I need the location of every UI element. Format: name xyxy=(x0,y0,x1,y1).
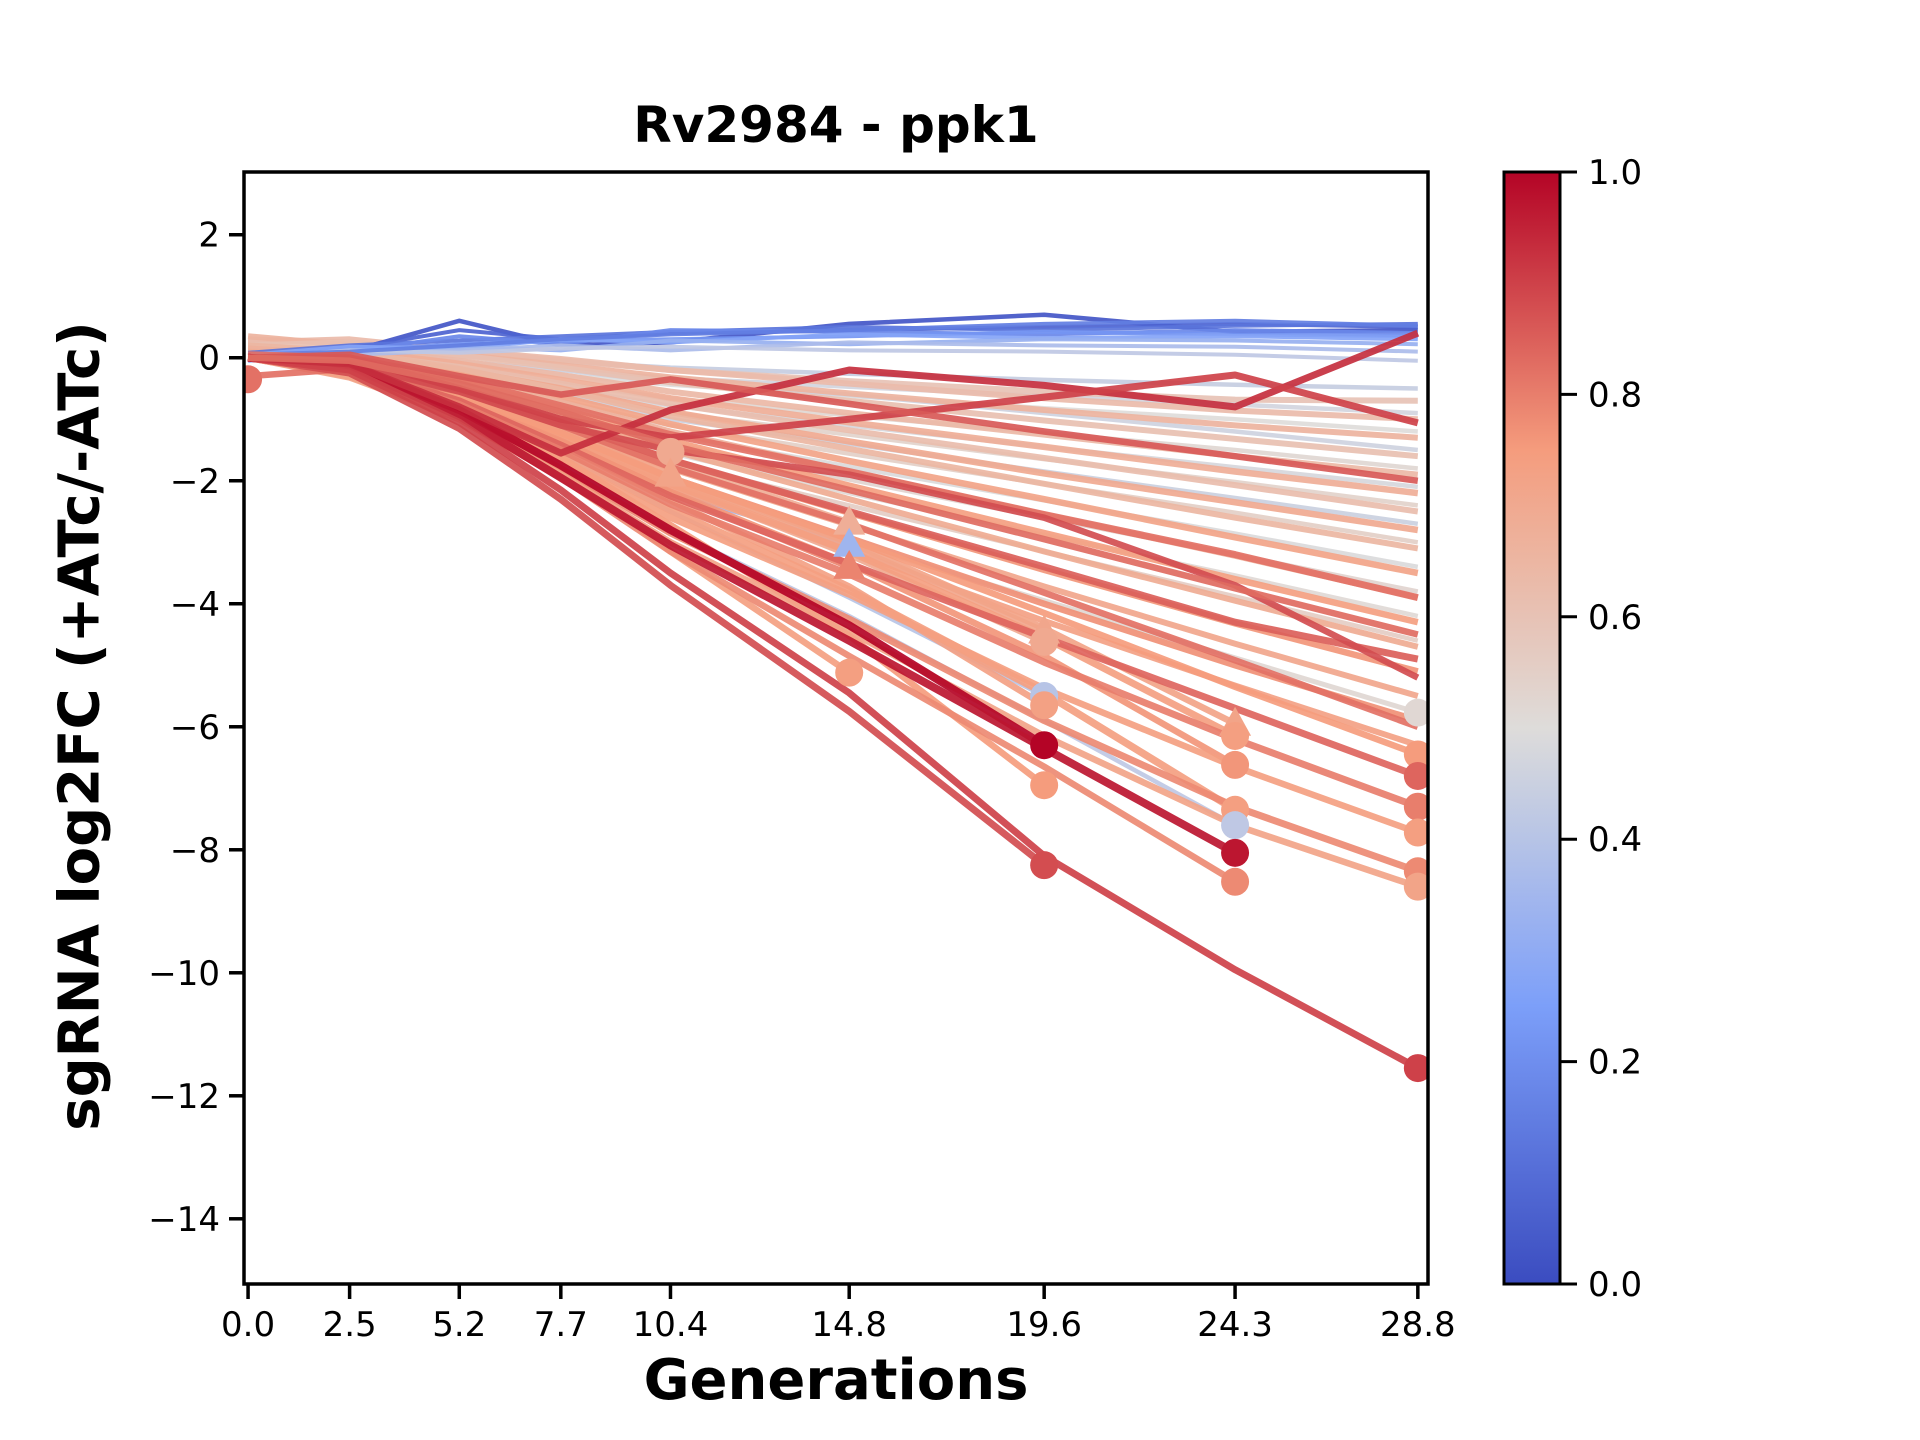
dropout-marker-circle xyxy=(1403,792,1428,821)
sgRNA-line xyxy=(247,354,1420,1072)
colorbar-tick-label: 0.0 xyxy=(1588,1265,1642,1305)
y-tick-label: −10 xyxy=(148,954,220,994)
dropout-marker-circle xyxy=(1221,838,1250,867)
x-axis-label: Generations xyxy=(643,1348,1029,1413)
x-tick-label: 2.5 xyxy=(323,1305,377,1345)
y-tick-label: 2 xyxy=(198,216,220,256)
dropout-marker-circle xyxy=(1221,867,1250,896)
dropout-marker-circle xyxy=(1403,1054,1428,1083)
colorbar: 0.0 0.2 0.4 0.6 0.8 1.0 xyxy=(1502,153,1642,1305)
sgRNA-line xyxy=(248,318,1418,357)
x-tick-label: 24.3 xyxy=(1197,1305,1273,1345)
chart-title: Rv2984 - ppk1 xyxy=(633,96,1039,154)
colorbar-tick-label: 0.6 xyxy=(1588,598,1642,638)
dropout-marker-circle xyxy=(1221,811,1250,840)
dropout-marker-circle xyxy=(1030,851,1059,880)
x-tick-label: 19.6 xyxy=(1006,1305,1082,1345)
dropout-marker-circle xyxy=(1030,771,1059,800)
dropout-marker-circle xyxy=(656,437,685,466)
x-tick-label: 5.2 xyxy=(432,1305,486,1345)
dropout-marker-circle xyxy=(835,658,864,687)
y-tick-label: −8 xyxy=(170,831,220,871)
y-tick-label: 0 xyxy=(198,339,220,379)
dropout-marker-circle xyxy=(244,365,263,394)
dropout-markers xyxy=(244,365,1428,1083)
series-lines xyxy=(247,312,1420,1072)
x-tick-label: 28.8 xyxy=(1380,1305,1456,1345)
dropout-marker-triangle xyxy=(833,527,866,557)
dropout-marker-triangle xyxy=(654,457,687,487)
x-tick-label: 14.8 xyxy=(811,1305,887,1345)
x-tick-label: 0.0 xyxy=(221,1305,275,1345)
colorbar-tick-label: 0.2 xyxy=(1588,1043,1642,1083)
dropout-marker-circle xyxy=(1403,872,1428,901)
dropout-marker-circle xyxy=(1403,740,1428,769)
y-tick-label: −12 xyxy=(148,1077,220,1117)
y-tick-label: −14 xyxy=(148,1200,220,1240)
axes-frame xyxy=(242,170,1430,1286)
sgRNA-line xyxy=(247,329,1420,457)
dropout-marker-circle xyxy=(1403,818,1428,847)
dropout-marker-circle xyxy=(1403,698,1428,727)
colorbar-tick-label: 1.0 xyxy=(1588,153,1642,193)
x-tick-label: 7.7 xyxy=(534,1305,588,1345)
colorbar-gradient xyxy=(1502,170,1562,1286)
sgRNA-line xyxy=(248,340,1418,357)
dropout-marker-circle xyxy=(1221,750,1250,779)
y-axis: 2 0 −2 −4 −6 −8 −10 −12 −14 xyxy=(148,216,244,1240)
sgRNA-line xyxy=(247,342,1419,552)
dropout-marker-circle xyxy=(1030,691,1059,720)
y-tick-label: −2 xyxy=(170,462,220,502)
y-tick-label: −4 xyxy=(170,585,220,625)
dropout-marker-circle xyxy=(1221,721,1250,750)
x-axis: 0.0 2.5 5.2 7.7 10.4 14.8 19.6 24.3 28.8 xyxy=(221,1284,1456,1345)
x-tick-label: 10.4 xyxy=(633,1305,709,1345)
sgRNA-line xyxy=(248,351,1419,485)
dropout-marker-circle xyxy=(1030,731,1059,760)
dropout-marker-circle xyxy=(1030,627,1059,656)
dropout-marker-circle xyxy=(1403,761,1428,790)
y-tick-label: −6 xyxy=(170,708,220,748)
dropout-marker-triangle xyxy=(833,549,866,579)
colorbar-tick-label: 0.8 xyxy=(1588,375,1642,415)
colorbar-tick-label: 0.4 xyxy=(1588,820,1642,860)
dropout-marker-triangle xyxy=(833,505,866,535)
